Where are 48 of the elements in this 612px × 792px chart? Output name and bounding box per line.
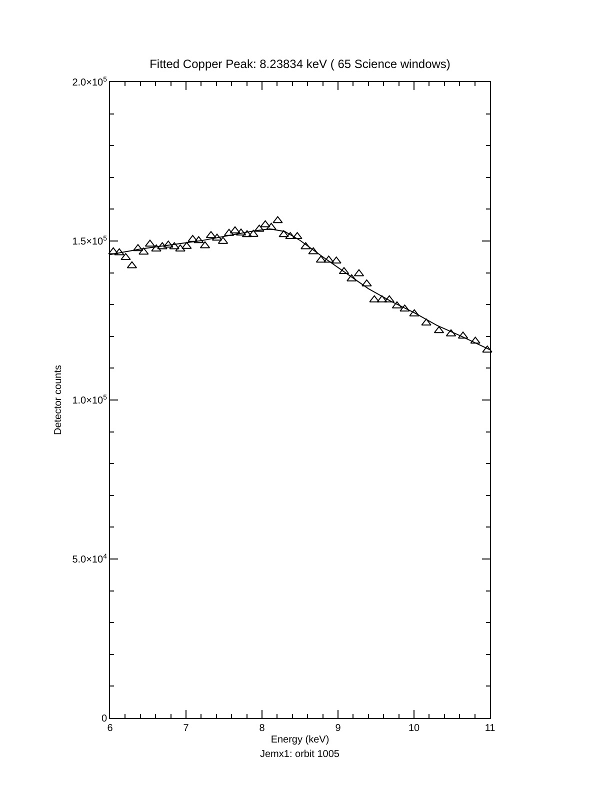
point	[157, 242, 168, 250]
point	[482, 346, 492, 353]
point	[260, 220, 270, 228]
y-tick-label: 5.0×10$^{4}$	[72, 553, 108, 566]
point	[272, 216, 283, 224]
point	[324, 256, 334, 263]
x-tick-label: 10	[408, 723, 420, 734]
point	[362, 279, 372, 286]
point	[120, 253, 131, 260]
point	[108, 247, 118, 254]
point	[278, 230, 289, 238]
point	[409, 309, 420, 316]
x-tick-label: 7	[183, 723, 190, 734]
point	[254, 224, 264, 232]
point	[470, 336, 480, 344]
point	[151, 244, 162, 252]
point	[384, 295, 394, 302]
x-tick-label: 11	[484, 723, 496, 734]
y-tick-label: 1.5×10$^{5}$	[72, 235, 108, 248]
point	[308, 247, 318, 254]
point	[346, 274, 357, 282]
point	[175, 244, 186, 252]
point	[169, 242, 180, 250]
point	[421, 318, 432, 326]
x-tick-label: 9	[335, 723, 342, 734]
point	[248, 230, 258, 237]
x-tick-label: 8	[259, 723, 266, 734]
y-tick-label: 0	[101, 714, 108, 724]
point	[292, 232, 302, 240]
y-tick-label: 1.0×10$^{5}$	[72, 394, 108, 406]
point	[182, 242, 192, 249]
point	[331, 256, 342, 264]
y-tick-label: 2.0×10$^{5}$	[72, 76, 108, 88]
point	[266, 222, 276, 230]
point	[188, 234, 198, 242]
point	[369, 295, 380, 302]
point	[163, 240, 174, 248]
point	[194, 236, 204, 244]
point	[400, 304, 410, 312]
x-axis-title: Energy (keV)	[270, 734, 330, 746]
chart-title: Fitted Copper Peak: 8.23834 keV ( 65 Science windows)	[150, 57, 450, 71]
point	[114, 248, 124, 256]
text: Jemx1: orbit 1005	[260, 749, 340, 760]
y-axis-title: Detector counts	[53, 364, 64, 436]
x-tick-label: 6	[107, 723, 114, 734]
point	[138, 248, 149, 255]
point	[300, 242, 311, 250]
point	[285, 232, 296, 240]
